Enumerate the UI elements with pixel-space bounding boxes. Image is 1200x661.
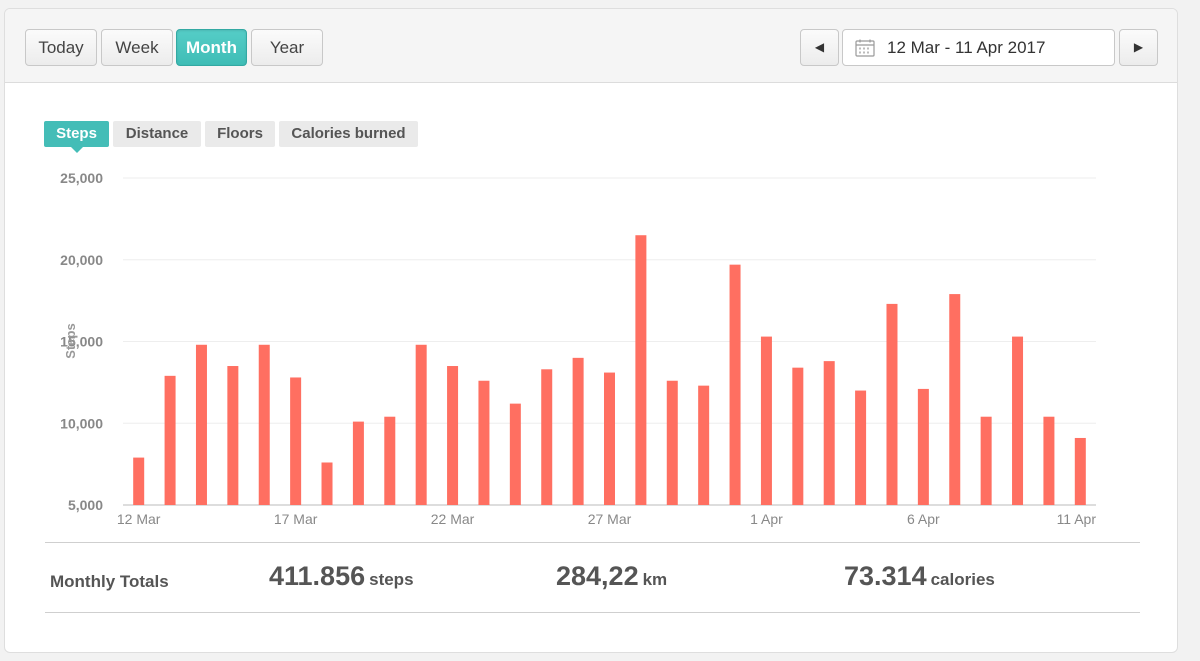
bar	[415, 344, 427, 505]
bar	[917, 388, 929, 505]
monthly-totals-label: Monthly Totals	[50, 572, 169, 591]
bar	[792, 367, 804, 505]
bar	[760, 336, 772, 505]
bar	[321, 462, 333, 505]
total-calories-value: 73.314	[844, 561, 927, 591]
bar	[258, 344, 270, 505]
bar	[195, 344, 207, 505]
bar	[227, 366, 239, 505]
calendar-icon	[855, 39, 875, 57]
bar	[1012, 336, 1024, 505]
bar	[855, 390, 867, 505]
total-distance-unit: km	[642, 570, 668, 589]
tab-calories-burned[interactable]: Calories burned	[279, 121, 418, 147]
bar	[886, 303, 898, 505]
total-steps-unit: steps	[369, 570, 414, 589]
tab-distance[interactable]: Distance	[113, 121, 201, 147]
bar	[352, 421, 364, 505]
total-distance-value: 284,22	[556, 561, 639, 591]
total-calories: 73.314 calories	[844, 561, 995, 592]
date-range-text: 12 Mar - 11 Apr 2017	[887, 38, 1046, 57]
bar	[729, 264, 741, 505]
tab-steps[interactable]: Steps	[44, 121, 109, 153]
week-button[interactable]: Week	[101, 29, 173, 66]
bar	[823, 361, 835, 505]
y-tick-label: 25,000	[60, 170, 103, 186]
bar	[478, 380, 490, 505]
bar	[635, 235, 647, 505]
today-button[interactable]: Today	[25, 29, 97, 66]
y-tick-label: 5,000	[68, 497, 103, 513]
bar	[572, 357, 584, 505]
total-steps-value: 411.856	[269, 561, 366, 591]
x-tick-label: 27 Mar	[588, 511, 632, 527]
x-tick-label: 17 Mar	[274, 511, 318, 527]
next-period-button[interactable]: ▶	[1119, 29, 1158, 66]
y-tick-label: 15,000	[60, 334, 103, 350]
x-tick-label: 12 Mar	[117, 511, 161, 527]
bar	[541, 369, 553, 505]
bar	[509, 403, 521, 505]
x-tick-label: 11 Apr	[1057, 511, 1097, 527]
bar	[384, 416, 396, 505]
bar	[980, 416, 992, 505]
total-calories-unit: calories	[930, 570, 995, 589]
bar	[666, 380, 678, 505]
bar	[604, 372, 615, 505]
y-tick-label: 10,000	[60, 415, 103, 431]
total-steps: 411.856 steps	[269, 561, 414, 592]
x-tick-label: 22 Mar	[431, 511, 475, 527]
total-distance: 284,22 km	[556, 561, 667, 592]
chevron-left-icon: ◀	[814, 40, 825, 54]
activity-panel: Today Week Month Year ◀ 12 Mar - 11 Apr …	[4, 8, 1178, 653]
bar	[133, 457, 145, 505]
tab-floors[interactable]: Floors	[205, 121, 275, 147]
x-tick-label: 1 Apr	[750, 511, 783, 527]
totals-divider-top	[45, 542, 1140, 543]
steps-bar-chart: 25,000 20,000 15,000 10,000 5,000 12 Mar 17 M…	[60, 170, 1097, 527]
toolbar: Today Week Month Year ◀ 12 Mar - 11 Apr …	[5, 9, 1177, 83]
y-tick-label: 20,000	[60, 252, 103, 268]
date-range-picker[interactable]: 12 Mar - 11 Apr 2017	[842, 29, 1115, 66]
y-axis-label: Steps	[63, 323, 78, 358]
x-tick-label: 6 Apr	[907, 511, 940, 527]
totals-divider-bottom	[45, 612, 1140, 613]
bar	[447, 366, 459, 505]
bar	[949, 294, 961, 505]
month-button[interactable]: Month	[176, 29, 247, 66]
bar	[164, 375, 176, 505]
year-button[interactable]: Year	[251, 29, 323, 66]
previous-period-button[interactable]: ◀	[800, 29, 839, 66]
chevron-right-icon: ▶	[1133, 40, 1144, 54]
bar	[1043, 416, 1055, 505]
bar	[290, 377, 302, 505]
bar	[698, 385, 710, 505]
bar	[1074, 437, 1086, 505]
